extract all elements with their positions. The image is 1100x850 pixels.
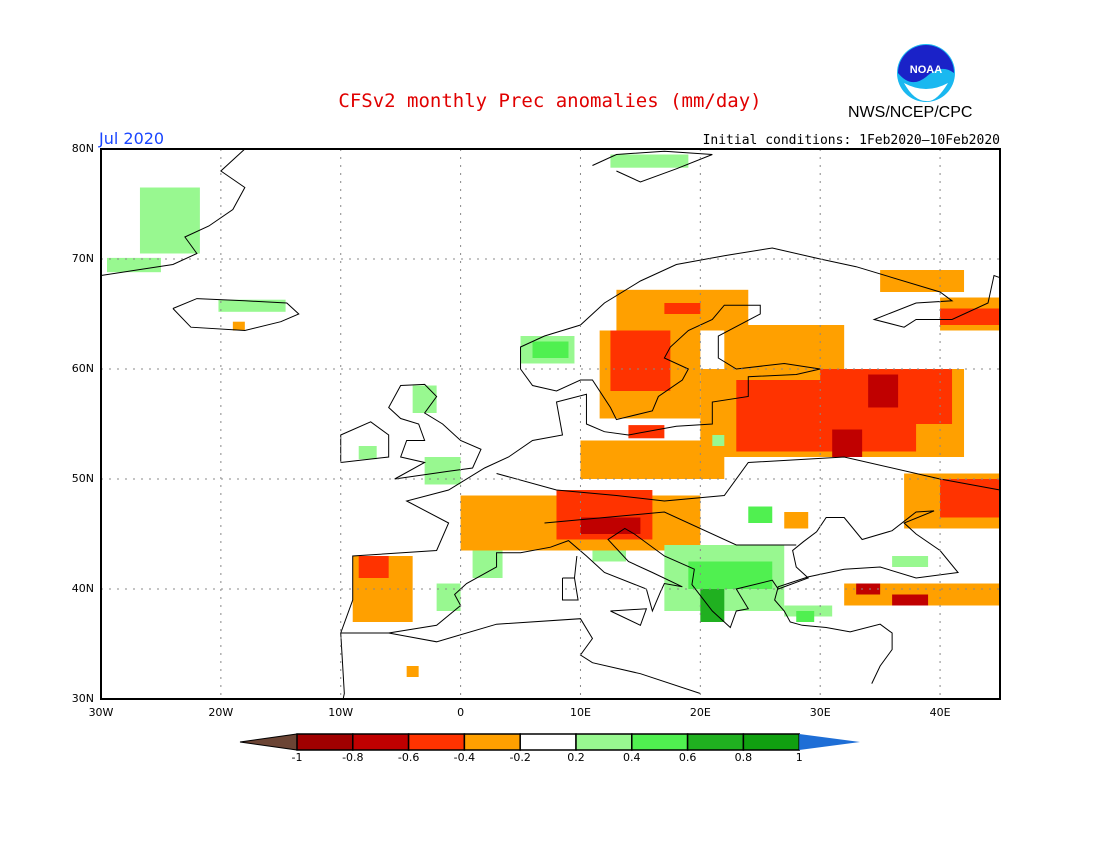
anomaly-cell-o [880,270,965,292]
colorbar-swatch-w [519,733,577,751]
anomaly-cell-dr [832,429,863,457]
svg-text:NOAA: NOAA [910,64,942,76]
lon-label: 0 [457,706,465,719]
anomaly-cell-lg [892,556,929,567]
coastline [388,618,701,694]
colorbar-swatch-dr2 [296,733,354,751]
lon-label: 30W [88,706,114,719]
anomaly-cell-g [688,561,773,589]
anomaly-cell-lg [412,385,437,413]
lat-label: 60N [71,362,94,375]
colorbar-label: 0.4 [623,751,641,764]
colorbar-swatch-r [407,733,466,751]
map-frame [100,148,1001,700]
lat-label: 40N [71,582,94,595]
gridlines [101,149,1000,699]
coastline [340,247,1001,634]
noaa-logo-icon: NOAA [897,44,955,102]
colorbar-below-arrow [239,733,298,751]
lon-label: 40E [929,706,951,719]
coastline [340,632,345,700]
anomaly-cell-g [796,611,815,622]
coastline [100,148,246,276]
organization-label: NWS/NCEP/CPC [848,104,973,121]
anomaly-cell-r [358,556,389,578]
colorbar-label: 0.8 [734,751,753,764]
anomaly-cell-lg [712,435,725,446]
colorbar-swatch-dr [352,733,410,751]
anomaly-cell-dg [700,589,725,622]
colorbar-swatch-dg [686,733,745,751]
colorbar-swatch-g [631,733,689,751]
anomaly-cell-o [232,321,245,331]
anomaly-cell-g [748,506,773,523]
anomaly-cell-dr [868,374,899,408]
anomaly-cell-lg [610,154,689,168]
lat-label: 70N [71,252,94,265]
anomaly-cell-g [532,341,569,358]
anomaly-cell-r [664,303,701,314]
colorbar-label: -1 [291,751,303,764]
anomaly-cell-lg [139,187,200,254]
coastline [561,555,579,601]
coastline [340,510,960,684]
chart-title: CFSv2 monthly Prec anomalies (mm/day) [338,90,762,112]
lon-label: 30E [809,706,831,719]
coastline [388,383,482,480]
coastline [172,298,300,332]
lat-label: 80N [71,142,94,155]
colorbar-swatch-lg [575,733,633,751]
coastline [496,456,1001,502]
lon-label: 20E [689,706,711,719]
anomaly-cell-r [940,479,1000,518]
coastline [544,511,797,546]
lon-label: 20W [208,706,234,719]
lon-label: 10W [328,706,354,719]
valid-month: Jul 2020 [99,129,165,148]
anomaly-cells [106,154,1000,677]
anomaly-cell-lg [436,583,461,611]
anomaly-cell-o [724,325,845,369]
colorbar-label: 0.6 [678,751,697,764]
anomaly-cell-lg [472,550,503,578]
coastline [610,608,648,626]
coastlines [100,148,1001,700]
colorbar-label: -0.6 [397,751,420,764]
colorbar-label: -0.4 [453,751,476,764]
colorbar-label: -0.8 [342,751,364,764]
lat-label: 30N [71,692,94,705]
anomaly-cell-o [580,440,725,479]
anomaly-cell-r [610,330,671,391]
anomaly-cell-o [406,666,419,677]
colorbar-label: 0.2 [567,751,585,764]
anomaly-cell-o [784,512,809,529]
colorbar-label: 1 [795,751,803,764]
anomaly-cell-dr [892,594,929,606]
anomaly-cell-lg [358,446,377,460]
lon-label: 10E [569,706,591,719]
anomaly-cell-lg [592,550,627,562]
anomaly-cell-dr [856,583,881,595]
colorbar-label: -0.2 [509,751,531,764]
colorbar [239,733,860,751]
initial-conditions: Initial conditions: 1Feb2020—10Feb2020 [702,133,1000,148]
anomaly-cell-lg [218,299,286,312]
coastline [592,150,713,183]
anomaly-cell-r [940,308,1000,325]
lat-label: 50N [71,472,94,485]
colorbar-above-arrow [799,734,860,750]
coastline [340,421,390,463]
colorbar-swatch-o [463,733,521,751]
anomaly-cell-dr [580,517,641,534]
colorbar-swatch-dg2 [742,733,800,751]
